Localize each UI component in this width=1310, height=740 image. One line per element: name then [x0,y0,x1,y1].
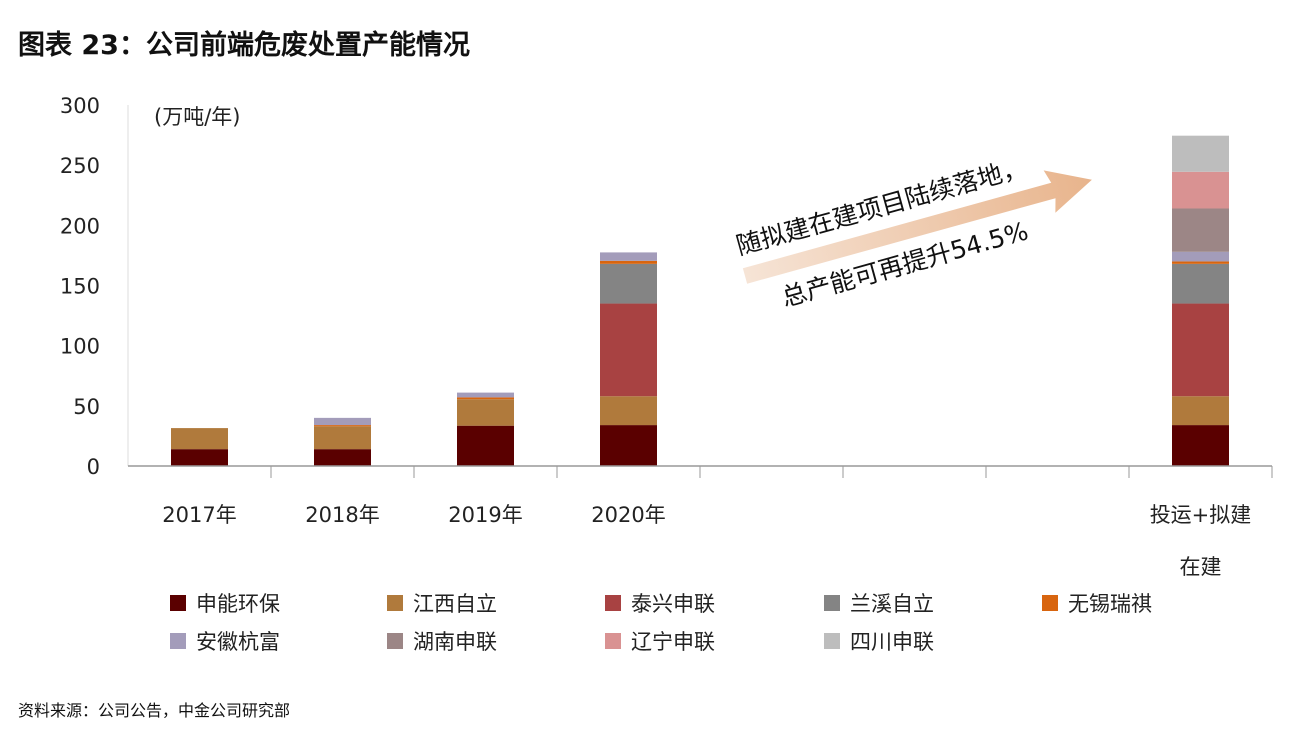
legend-swatch [387,595,403,611]
legend-label: 无锡瑞祺 [1068,592,1152,616]
bar-segment [1172,303,1229,397]
legend-label: 江西自立 [413,592,497,616]
legend-swatch [1042,595,1058,611]
legend-swatch [387,633,403,649]
y-tick-label: 150 [60,275,100,299]
bar-segment [457,399,514,426]
y-axis-unit-label: (万吨/年) [154,105,240,129]
legend-label: 湖南申联 [413,630,497,654]
bar-segment [314,426,371,450]
bar-segment [1172,425,1229,466]
legend-label: 四川申联 [850,630,934,654]
bar-segment [1172,208,1229,252]
legend-swatch [605,595,621,611]
bar-segment [600,252,657,261]
bar-segment [1172,171,1229,209]
bar-segment [600,396,657,426]
legend-swatch [170,633,186,649]
chart-title: 图表 23：公司前端危废处置产能情况 [18,29,470,61]
bar-segment [457,392,514,398]
legend-swatch [605,633,621,649]
y-axis: 0 50 100 150 200 250 300 [60,94,129,479]
legend-swatch [824,595,840,611]
legend-label: 申能环保 [196,592,280,616]
y-tick-label: 200 [60,214,100,238]
y-tick-label: 250 [60,154,100,178]
legend-item: 湖南申联 [387,630,497,654]
x-tick-label: 2018年 [305,503,379,527]
bar-segment [600,260,657,264]
bar-segment [600,303,657,397]
legend-item: 无锡瑞祺 [1042,592,1152,616]
bar-segment [457,425,514,466]
x-tick-label: 2019年 [448,503,522,527]
legend-swatch [824,633,840,649]
bar-segment [1172,261,1229,264]
legend-item: 安徽杭富 [170,630,280,654]
x-axis: 2017年 2018年 2019年 2020年 投运+拟建在建 [128,465,1273,579]
bar-segment [1172,396,1229,426]
legend-item: 泰兴申联 [605,592,715,616]
y-tick-label: 100 [60,335,100,359]
x-tick-label: 投运+拟建在建 [1150,503,1252,579]
bar-segment [1172,135,1229,172]
x-tick-label: 2020年 [591,503,665,527]
bar-segment [314,449,371,466]
legend-item: 四川申联 [824,630,934,654]
bar-segment [1172,263,1229,304]
y-tick-label: 50 [73,395,100,419]
legend-item: 申能环保 [170,592,280,616]
legend-label: 安徽杭富 [196,630,280,654]
source-note: 资料来源：公司公告，中金公司研究部 [18,701,290,720]
legend-item: 江西自立 [387,592,497,616]
legend-label: 兰溪自立 [850,592,934,616]
bar-segment [1172,251,1229,262]
legend-item: 兰溪自立 [824,592,934,616]
bar-segment [457,397,514,400]
y-tick-label: 0 [87,455,100,479]
bar-segment [171,449,228,466]
legend-label: 辽宁申联 [631,630,715,654]
x-tick-label: 2017年 [162,503,236,527]
bar-segment [600,425,657,466]
y-tick-label: 300 [60,94,100,118]
growth-annotation: 随拟建在建项目陆续落地， 总产能可再提升54.5% [733,152,1092,312]
legend-swatch [170,595,186,611]
bar-segment [314,417,371,426]
legend-label: 泰兴申联 [631,592,715,616]
bar-segment [314,425,371,427]
bar-segment [600,263,657,304]
legend-item: 辽宁申联 [605,630,715,654]
bar-segment [171,428,228,450]
bars [171,135,1229,466]
growth-arrow-icon [742,170,1092,284]
